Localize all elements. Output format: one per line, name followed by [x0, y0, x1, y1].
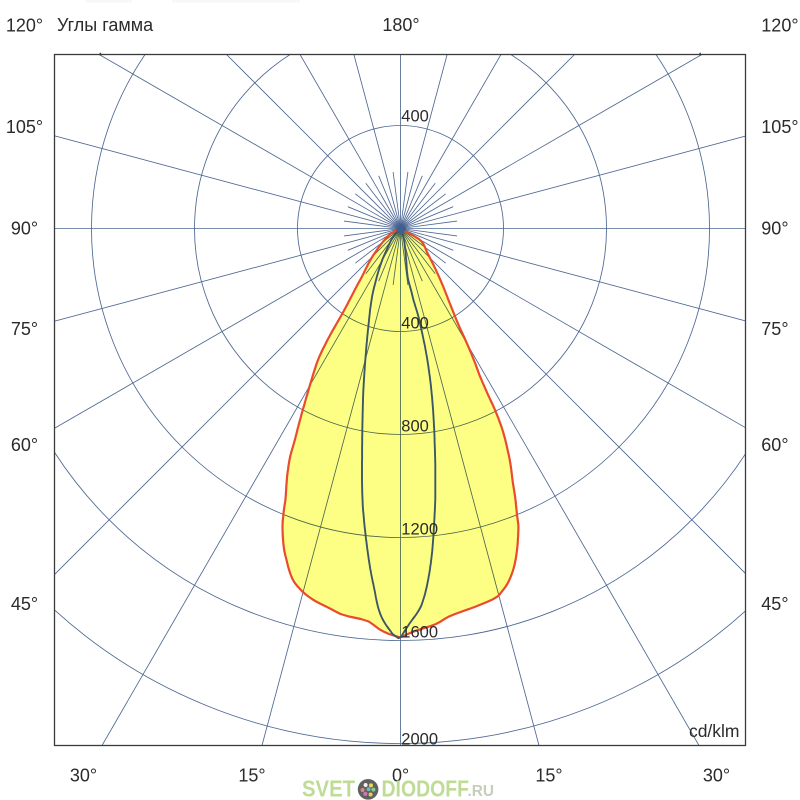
svg-text:1200: 1200: [401, 521, 438, 539]
svg-text:SVET: SVET: [302, 776, 355, 800]
svg-text:180°: 180°: [382, 15, 419, 35]
svg-text:90°: 90°: [761, 218, 788, 238]
svg-text:800: 800: [401, 418, 429, 436]
svg-text:105°: 105°: [6, 117, 43, 137]
svg-text:cd/klm: cd/klm: [689, 721, 740, 741]
svg-text:45°: 45°: [11, 594, 38, 614]
svg-text:45°: 45°: [761, 594, 788, 614]
svg-text:400: 400: [401, 108, 429, 126]
svg-text:60°: 60°: [761, 435, 788, 455]
svg-text:90°: 90°: [11, 218, 38, 238]
svg-text:.RU: .RU: [468, 783, 495, 800]
svg-text:15°: 15°: [535, 766, 562, 786]
svg-text:120°: 120°: [6, 15, 43, 35]
svg-text:75°: 75°: [11, 319, 38, 339]
svg-text:120°: 120°: [761, 15, 798, 35]
svg-text:75°: 75°: [761, 319, 788, 339]
svg-text:1600: 1600: [401, 624, 438, 642]
svg-text:2000: 2000: [401, 731, 438, 749]
svg-text:30°: 30°: [70, 766, 97, 786]
svg-text:60°: 60°: [11, 435, 38, 455]
svg-text:30°: 30°: [703, 766, 730, 786]
svg-text:DIODOFF: DIODOFF: [382, 776, 470, 800]
svg-text:400: 400: [401, 315, 429, 333]
svg-text:0°: 0°: [392, 766, 409, 786]
svg-text:Углы гамма: Углы гамма: [57, 15, 154, 35]
svg-text:15°: 15°: [238, 766, 265, 786]
svg-text:105°: 105°: [761, 117, 798, 137]
